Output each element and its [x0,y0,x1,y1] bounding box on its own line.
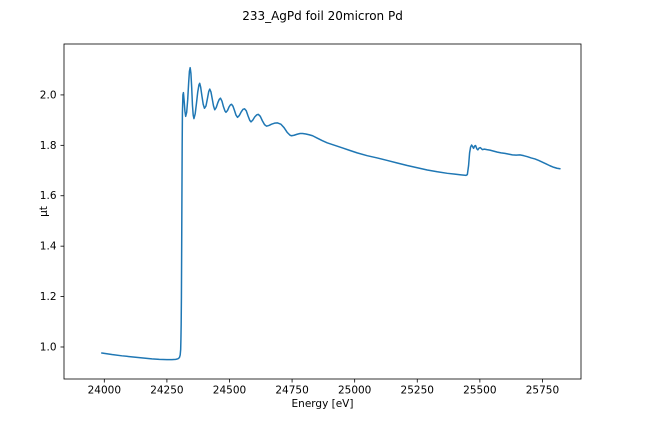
axes-spines [63,43,582,380]
x-tick-label: 25000 [338,385,371,397]
y-tick-label: 1.2 [40,291,57,303]
y-tick-label: 1.4 [40,241,57,253]
x-tick-label: 25250 [401,385,434,397]
axes-group: 24000 24250 24500 24750 25000 25250 25500 25750… [40,43,582,397]
x-tick-label: 24000 [88,385,121,397]
x-tick-label: 24500 [213,385,246,397]
x-tick-label: 24250 [150,385,183,397]
x-tick-label: 25750 [526,385,559,397]
y-tick-label: 1.0 [40,341,57,353]
y-tick-label: 2.0 [40,89,57,101]
spectrum-line [101,66,561,361]
x-tick-label: 24750 [275,385,308,397]
chart-title: 233_AgPd foil 20micron Pd [242,9,403,23]
y-tick-label: 1.6 [40,190,57,202]
y-tick-label: 1.8 [40,140,57,152]
y-axis-label: μt [38,206,50,217]
x-tick-label: 25500 [463,385,496,397]
x-axis-label: Energy [eV] [292,398,354,410]
